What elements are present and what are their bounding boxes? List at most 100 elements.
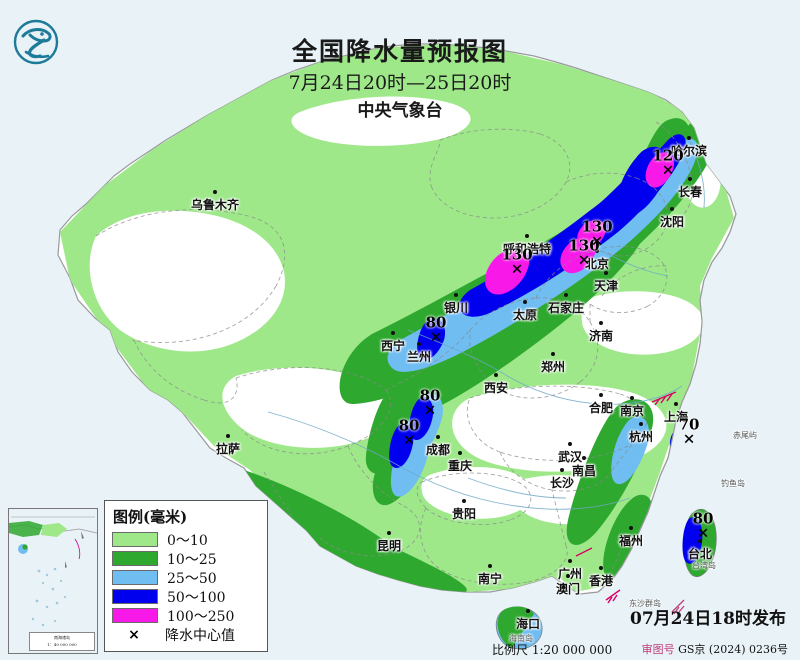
city-label: 合肥 [588, 393, 614, 416]
city-name: 台北 [687, 547, 713, 561]
legend-band-label: 0～10 [167, 532, 208, 549]
legend-band-row: 10～25 [112, 550, 260, 568]
city-name: 天津 [593, 279, 619, 293]
city-name: 贵阳 [451, 507, 477, 521]
inset-map-graphic [9, 509, 97, 653]
city-label: 上海 [664, 402, 688, 425]
city-label: 贵阳 [451, 499, 477, 522]
city-name: 澳门 [555, 582, 581, 596]
city-dot-icon [581, 456, 586, 460]
city-dot-icon [559, 468, 564, 472]
legend-band-label: 50～100 [167, 589, 226, 606]
city-dot-icon [487, 564, 492, 568]
city-dot-icon [686, 136, 691, 140]
precipitation-center-value: 70 × [679, 417, 700, 447]
city-dot-icon [563, 293, 568, 297]
city-dot-icon [453, 293, 458, 297]
city-dot-icon [669, 207, 674, 211]
island-name: 钓鱼岛 [721, 479, 745, 488]
city-name: 成都 [425, 443, 451, 457]
map-approval-number: 审图号 GS京 (2024) 0236号 [642, 641, 788, 657]
city-label: 广州 [557, 559, 583, 582]
city-label: 济南 [589, 321, 613, 344]
legend-color-swatch [112, 589, 158, 604]
city-label: 西安 [484, 373, 508, 396]
city-label: 澳门 [555, 574, 581, 597]
legend-color-swatch [112, 570, 158, 585]
city-dot-icon [567, 559, 572, 563]
island-name: 台湾岛 [692, 561, 716, 570]
inset-scale-box: 南海诸岛 1：40 000 000 [29, 632, 95, 651]
precipitation-center-value: 80 × [399, 418, 420, 449]
city-dot-icon [416, 342, 421, 346]
rivers [267, 141, 705, 510]
approval-prefix: 审图号 [641, 643, 675, 656]
center-value-number: 80 [425, 313, 447, 332]
approval-code: GS京 (2024) 0236号 [678, 643, 788, 656]
city-dot-icon [212, 190, 217, 194]
center-x-icon: × [661, 160, 675, 179]
city-name: 海口 [515, 617, 541, 631]
city-name: 南宁 [477, 572, 503, 586]
legend-band-label: 100～250 [167, 608, 235, 625]
city-name: 西宁 [380, 339, 406, 353]
city-label: 天津 [593, 271, 619, 294]
legend-band-row: 50～100 [112, 588, 260, 606]
precipitation-center-value: 130 × [568, 238, 599, 268]
city-dot-icon [225, 434, 230, 438]
city-name: 广州 [557, 567, 583, 581]
city-label: 南宁 [477, 564, 503, 587]
city-label: 南昌 [572, 456, 596, 479]
city-dot-icon [522, 300, 527, 304]
city-label: 昆明 [377, 531, 401, 554]
legend-band-label: 10～25 [167, 551, 217, 568]
city-label: 重庆 [448, 451, 472, 474]
legend-band-list: 0～10 10～25 25～50 50～100 100～250 [112, 531, 260, 625]
province-boundaries [95, 121, 693, 587]
island-name: 海南岛 [509, 634, 533, 643]
center-x-icon: × [590, 231, 604, 250]
city-name: 兰州 [406, 350, 432, 364]
center-value-number: 130 [501, 245, 533, 264]
map-scale: 比例尺 1:20 000 000 [492, 643, 613, 657]
city-dot-icon [525, 609, 530, 613]
city-dot-icon [435, 435, 440, 439]
city-name: 郑州 [540, 360, 566, 374]
city-name: 长春 [677, 185, 703, 199]
city-label: 拉萨 [216, 434, 240, 457]
city-name: 武汉 [557, 450, 583, 464]
legend-color-swatch [112, 532, 158, 547]
precipitation-center-value: 80 × [693, 511, 714, 542]
center-marker-icon: × [128, 626, 140, 643]
precipitation-center-value: 130 × [501, 245, 533, 277]
city-name: 沈阳 [659, 215, 685, 229]
center-marker-label: 降水中心值 [165, 627, 235, 644]
city-label: 北京 [585, 249, 609, 272]
city-dot-icon [567, 442, 572, 446]
center-value-number: 130 [581, 217, 613, 236]
precipitation-center-value: 120 × [652, 148, 683, 179]
city-dot-icon [687, 177, 692, 181]
island-label: 钓鱼岛 [721, 478, 745, 489]
city-name: 银川 [443, 301, 469, 315]
center-x-icon: × [696, 523, 710, 542]
city-dot-icon [457, 451, 462, 455]
coastline [597, 213, 737, 593]
legend-color-swatch [112, 608, 158, 623]
band-100-250 [485, 152, 675, 295]
city-name: 福州 [618, 534, 644, 548]
city-dot-icon [598, 393, 603, 397]
city-label: 海口 [515, 609, 541, 632]
front-symbols [575, 391, 677, 604]
legend-title: 图例(毫米) [113, 508, 188, 526]
city-name: 呼和浩特 [502, 242, 552, 256]
legend-color-swatch [112, 551, 158, 566]
city-name: 合肥 [588, 401, 614, 415]
city-dot-icon [598, 566, 603, 570]
city-dot-icon [673, 402, 678, 406]
city-label: 武汉 [557, 442, 583, 465]
city-label: 西宁 [380, 331, 406, 354]
city-label: 呼和浩特 [502, 234, 552, 257]
city-name: 香港 [588, 574, 614, 588]
center-x-icon: × [402, 430, 416, 449]
